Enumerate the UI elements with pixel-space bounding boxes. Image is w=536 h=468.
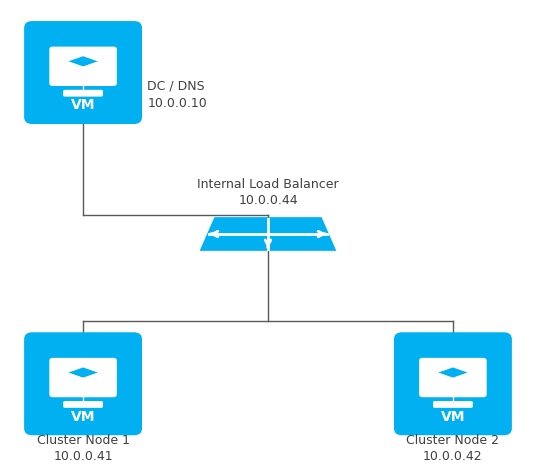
Polygon shape <box>199 217 337 251</box>
FancyBboxPatch shape <box>63 90 103 96</box>
Text: 10.0.0.42: 10.0.0.42 <box>423 450 483 463</box>
FancyBboxPatch shape <box>24 21 142 124</box>
Text: DC / DNS: DC / DNS <box>147 80 205 93</box>
FancyBboxPatch shape <box>394 332 512 435</box>
FancyBboxPatch shape <box>63 401 103 408</box>
Polygon shape <box>83 61 100 76</box>
Text: 10.0.0.10: 10.0.0.10 <box>147 97 207 110</box>
Polygon shape <box>66 366 100 379</box>
Text: Cluster Node 2: Cluster Node 2 <box>406 434 500 447</box>
FancyBboxPatch shape <box>24 332 142 435</box>
Text: Internal Load Balancer: Internal Load Balancer <box>197 178 339 191</box>
Polygon shape <box>436 373 453 388</box>
FancyBboxPatch shape <box>419 358 487 397</box>
Text: 10.0.0.41: 10.0.0.41 <box>53 450 113 463</box>
Polygon shape <box>66 61 83 76</box>
Text: VM: VM <box>71 410 95 424</box>
FancyBboxPatch shape <box>49 47 117 86</box>
Text: Cluster Node 1: Cluster Node 1 <box>36 434 130 447</box>
Text: VM: VM <box>71 98 95 112</box>
FancyBboxPatch shape <box>49 358 117 397</box>
Polygon shape <box>453 373 470 388</box>
Text: 10.0.0.44: 10.0.0.44 <box>238 194 298 207</box>
Polygon shape <box>83 373 100 388</box>
FancyBboxPatch shape <box>433 401 473 408</box>
Text: VM: VM <box>441 410 465 424</box>
Polygon shape <box>66 55 100 67</box>
Polygon shape <box>436 366 470 379</box>
Polygon shape <box>66 373 83 388</box>
